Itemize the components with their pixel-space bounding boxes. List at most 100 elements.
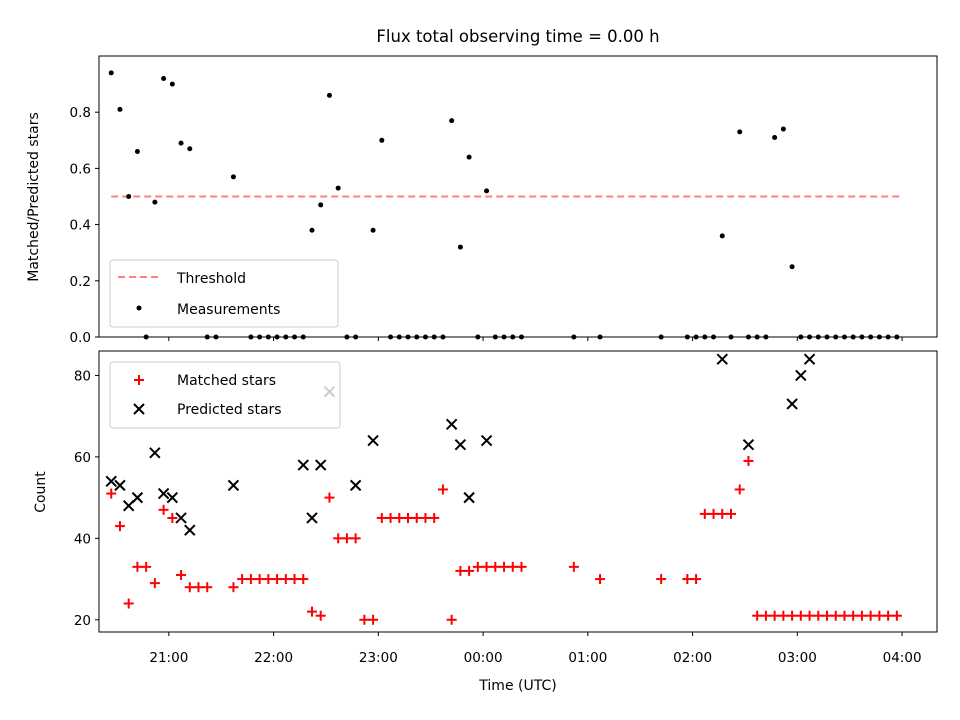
predicted-point-b [454, 438, 467, 451]
measurement-point [187, 146, 193, 152]
predicted-point-b [227, 479, 240, 492]
bottom-y-tick-label: 20 [74, 613, 91, 629]
predicted-point [454, 438, 467, 451]
matched-point [158, 504, 169, 515]
matched-point [167, 512, 178, 523]
bottom-panel: 20 40 60 80 21:00 22:00 23:00 00:00 01:00 02:00 0… [33, 350, 938, 694]
matched-point [787, 610, 798, 621]
measurement-point [169, 81, 175, 87]
predicted-point [315, 459, 327, 471]
matched-point [202, 582, 213, 593]
predicted-point-b [114, 479, 126, 492]
predicted-point [131, 491, 144, 504]
matched-point [778, 610, 789, 621]
matched-point [437, 484, 448, 495]
predicted-point-b [349, 479, 362, 492]
top-legend-box [109, 259, 339, 328]
matched-point [691, 574, 702, 585]
matched-point [490, 561, 501, 572]
predicted-point [105, 475, 117, 488]
predicted-point [227, 479, 240, 492]
predicted-point-b [742, 438, 755, 451]
matched-point [237, 574, 248, 585]
matched-point [743, 455, 754, 466]
matched-point [568, 561, 579, 572]
matched-point [184, 582, 195, 593]
predicted-point [306, 512, 318, 524]
matched-point [245, 574, 256, 585]
measurement-point [789, 264, 795, 270]
bottom-y-ticks: 20 40 60 80 [74, 368, 99, 629]
predicted-point [349, 479, 362, 492]
measurement-point [134, 149, 140, 155]
matched-point [333, 533, 344, 544]
measurement-point [737, 129, 743, 135]
matched-point [769, 610, 780, 621]
measurement-point [335, 185, 341, 191]
x-tick-label: 23:00 [359, 650, 398, 666]
matched-point [472, 561, 483, 572]
matched-point [394, 512, 405, 523]
predicted-point [297, 459, 309, 471]
measurement-point [466, 154, 472, 160]
matched-point [481, 561, 492, 572]
measurement-point [178, 140, 184, 146]
measurement-point [117, 106, 123, 112]
predicted-point-b [122, 500, 135, 512]
matched-point [114, 521, 125, 532]
predicted-point-b [367, 434, 379, 447]
matched-point [280, 574, 291, 585]
matched-point [717, 508, 728, 519]
matched-point [420, 512, 431, 523]
predicted-point [157, 487, 170, 500]
matched-point [699, 508, 710, 519]
top-y-tick-label: 0.6 [70, 161, 91, 177]
top-x-ticks [168, 337, 903, 341]
measurement-point [108, 70, 114, 76]
matched-point [350, 533, 361, 544]
measurement-point [457, 244, 463, 250]
matched-point [446, 614, 457, 625]
measurement-point [152, 199, 158, 205]
measurement-point [370, 227, 376, 233]
top-plot-frame [98, 55, 938, 338]
measurement-point [719, 233, 725, 239]
x-tick-label: 01:00 [568, 650, 607, 666]
measurement-point [326, 92, 332, 98]
matched-point [359, 614, 370, 625]
predicted-point [463, 491, 475, 504]
predicted-point [367, 434, 379, 447]
matched-point [254, 574, 265, 585]
matched-point [725, 508, 736, 519]
matched-point [289, 574, 300, 585]
bottom-plot-frame [98, 350, 938, 633]
top-y-ticks: 0.0 0.2 0.4 0.6 0.8 [70, 105, 99, 346]
x-tick-label: 21:00 [149, 650, 188, 666]
matched-point [848, 610, 859, 621]
matched-point [263, 574, 274, 585]
matched-point [865, 610, 876, 621]
predicted-point [716, 353, 728, 365]
top-y-tick-label: 0.4 [70, 218, 91, 234]
legend-matched-swatch [134, 375, 144, 385]
measurement-point [379, 137, 385, 143]
legend-matched-label: Matched stars [177, 373, 276, 389]
predicted-point-b [297, 459, 309, 471]
matched-point [804, 610, 815, 621]
measurement-point [318, 202, 324, 208]
legend-threshold-label: Threshold [176, 271, 246, 287]
matched-point [176, 569, 187, 580]
predicted-point [795, 369, 807, 382]
measurement-point [449, 118, 455, 124]
bottom-legend: Matched stars Predicted stars [109, 361, 341, 429]
top-legend: Threshold Measurements [109, 259, 339, 328]
matched-point [891, 610, 902, 621]
x-tick-label: 03:00 [778, 650, 817, 666]
matched-point [708, 508, 719, 519]
x-tick-label: 04:00 [883, 650, 922, 666]
matched-point [272, 574, 283, 585]
matched-point [734, 484, 745, 495]
chart-title: Flux total observing time = 0.00 h [376, 27, 659, 46]
